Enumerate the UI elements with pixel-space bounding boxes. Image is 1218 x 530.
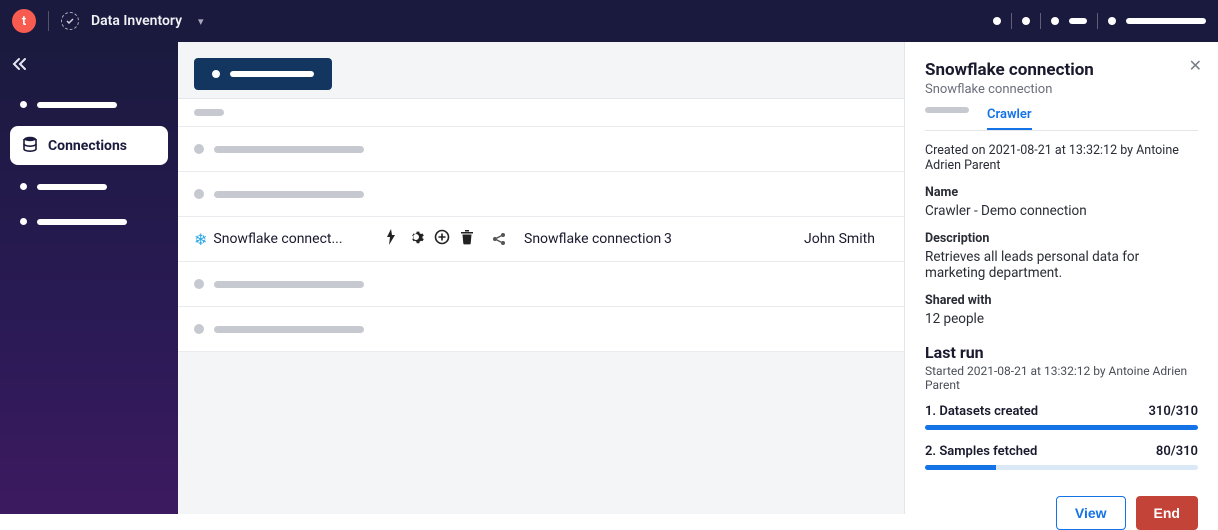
progress-bar (925, 465, 1198, 470)
sidebar-item-label: Connections (48, 138, 127, 154)
bullet-icon (20, 101, 27, 108)
row-name (214, 146, 364, 153)
primary-action-button[interactable] (194, 58, 332, 90)
panel-footer: View End (925, 484, 1198, 530)
table-header-row (178, 99, 904, 127)
row-icon (194, 144, 204, 154)
row-icon (194, 324, 204, 334)
topbar-item[interactable] (1069, 18, 1087, 24)
row-actions (384, 229, 474, 249)
module-title[interactable]: Data Inventory (91, 13, 182, 29)
topbar-right (993, 13, 1206, 29)
topbar-item[interactable] (1051, 17, 1059, 25)
connections-table: ❄ Snowflake connect... (178, 98, 904, 352)
field-label-description: Description (925, 231, 1198, 246)
view-button[interactable]: View (1056, 496, 1126, 530)
progress-bar (925, 425, 1198, 430)
connection-owner-cell: John Smith (804, 231, 904, 247)
divider (1011, 13, 1012, 29)
lastrun-sub: Started 2021-08-21 at 13:32:12 by Antoin… (925, 364, 1198, 392)
progress-value: 80/310 (1156, 444, 1198, 459)
details-panel: ✕ Snowflake connection Snowflake connect… (904, 42, 1218, 514)
topbar-item[interactable] (1126, 18, 1206, 24)
bullet-icon (212, 70, 220, 78)
tab-crawler[interactable]: Crawler (987, 107, 1032, 130)
progress-fill (925, 425, 1198, 430)
sidebar-item[interactable] (10, 210, 168, 233)
button-label (230, 71, 314, 77)
table-row-active[interactable]: ❄ Snowflake connect... (178, 217, 904, 262)
divider (48, 11, 49, 31)
bullet-icon (20, 183, 27, 190)
collapse-sidebar-icon[interactable] (12, 56, 168, 75)
database-icon (22, 136, 38, 155)
topbar: t Data Inventory ▾ (0, 0, 1218, 42)
sidebar-item-connections[interactable]: Connections (10, 126, 168, 165)
connection-count-cell: 3 (664, 231, 804, 247)
main-content: ❄ Snowflake connect... (178, 42, 904, 514)
field-value-description: Retrieves all leads personal data for ma… (925, 249, 1198, 281)
app-logo[interactable]: t (12, 9, 36, 33)
delete-icon[interactable] (460, 229, 474, 249)
panel-tabs: Crawler (925, 107, 1198, 131)
snowflake-icon: ❄ (194, 230, 207, 249)
bullet-icon (20, 218, 27, 225)
progress-value: 310/310 (1148, 404, 1198, 419)
add-icon[interactable] (434, 229, 450, 249)
sidebar-item-label (37, 184, 107, 190)
field-value-name: Crawler - Demo connection (925, 203, 1198, 219)
chevron-down-icon[interactable]: ▾ (198, 15, 204, 28)
lastrun-title: Last run (925, 343, 1198, 362)
progress-label: 1. Datasets created (925, 404, 1038, 419)
toolbar (178, 42, 904, 98)
progress-samples: 2. Samples fetched 80/310 (925, 444, 1198, 470)
panel-subtitle: Snowflake connection (925, 82, 1198, 97)
row-icon (194, 279, 204, 289)
sidebar-item[interactable] (10, 93, 168, 116)
end-button[interactable]: End (1136, 496, 1198, 530)
connection-name-cell: ❄ Snowflake connect... (194, 230, 343, 249)
table-row[interactable] (178, 262, 904, 307)
divider (1097, 13, 1098, 29)
sidebar-item[interactable] (10, 175, 168, 198)
logo-letter: t (22, 14, 26, 29)
row-name (214, 326, 364, 333)
tab[interactable] (925, 107, 969, 113)
connection-name: Snowflake connect... (213, 231, 342, 247)
module-badge-icon (61, 12, 79, 30)
table-row[interactable] (178, 172, 904, 217)
row-name (214, 191, 364, 198)
table-row[interactable] (178, 127, 904, 172)
progress-label: 2. Samples fetched (925, 444, 1037, 459)
topbar-left: t Data Inventory ▾ (12, 9, 204, 33)
column-header (194, 109, 224, 116)
progress-fill (925, 465, 996, 470)
gear-icon[interactable] (408, 229, 424, 249)
sidebar: Connections (0, 42, 178, 514)
row-name (214, 281, 364, 288)
row-icon (194, 189, 204, 199)
topbar-item[interactable] (1022, 17, 1030, 25)
connection-type-cell: Snowflake connection (524, 231, 664, 247)
sidebar-item-label (37, 219, 127, 225)
panel-title: Snowflake connection (925, 60, 1198, 80)
field-value-shared: 12 people (925, 311, 1198, 327)
sidebar-item-label (37, 102, 117, 108)
topbar-item[interactable] (993, 17, 1001, 25)
table-row[interactable] (178, 307, 904, 352)
created-line: Created on 2021-08-21 at 13:32:12 by Ant… (925, 143, 1198, 173)
share-cell[interactable] (474, 231, 524, 247)
topbar-item[interactable] (1108, 17, 1116, 25)
run-icon[interactable] (384, 229, 398, 249)
divider (1040, 13, 1041, 29)
progress-datasets: 1. Datasets created 310/310 (925, 404, 1198, 430)
field-label-name: Name (925, 185, 1198, 200)
close-icon[interactable]: ✕ (1189, 56, 1202, 75)
field-label-shared: Shared with (925, 293, 1198, 308)
